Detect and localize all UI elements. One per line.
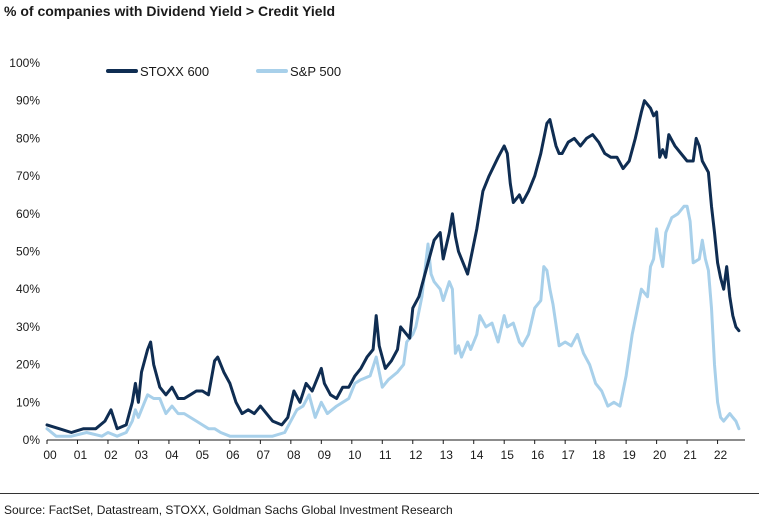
source-note: Source: FactSet, Datastream, STOXX, Gold…	[4, 503, 453, 517]
x-tick-label: 01	[74, 448, 88, 462]
line-chart: 0% 10% 20% 30% 40% 50% 60% 70% 80% 90% 100% 00 01 02 0…	[9, 56, 745, 462]
x-tick-label: 12	[409, 448, 423, 462]
x-tick-label: 22	[714, 448, 728, 462]
x-tick-label: 14	[470, 448, 484, 462]
y-tick-label: 0%	[23, 433, 41, 447]
y-tick-label: 70%	[16, 169, 40, 183]
x-tick-label: 03	[135, 448, 149, 462]
x-tick-label: 17	[561, 448, 575, 462]
legend-label: S&P 500	[290, 64, 341, 79]
y-tick-label: 40%	[16, 282, 40, 296]
x-tick-label: 07	[257, 448, 271, 462]
chart-title: % of companies with Dividend Yield > Cre…	[4, 3, 336, 19]
y-tick-label: 20%	[16, 358, 40, 372]
x-tick-label: 08	[287, 448, 301, 462]
y-tick-label: 50%	[16, 245, 40, 259]
footer-divider	[0, 493, 759, 494]
x-tick-label: 15	[501, 448, 515, 462]
series-lines	[45, 99, 741, 438]
x-tick-label: 06	[226, 448, 240, 462]
legend: STOXX 600 S&P 500	[106, 64, 341, 79]
y-tick-label: 100%	[9, 56, 40, 70]
y-tick-label: 80%	[16, 131, 40, 145]
y-tick-label: 30%	[16, 320, 40, 334]
series-line-stoxx-600	[45, 99, 741, 434]
legend-label: STOXX 600	[140, 64, 209, 79]
series-line-s-p-500	[45, 204, 741, 438]
x-tick-label: 02	[104, 448, 118, 462]
x-tick-label: 16	[531, 448, 545, 462]
x-tick-label: 19	[622, 448, 636, 462]
x-tick-label: 20	[653, 448, 667, 462]
y-tick-label: 10%	[16, 395, 40, 409]
x-tick-label: 05	[196, 448, 210, 462]
x-tick-label: 13	[440, 448, 454, 462]
x-tick-label: 21	[683, 448, 697, 462]
x-tick-label: 18	[592, 448, 606, 462]
x-tick-label: 11	[379, 448, 392, 462]
x-tick-label: 10	[348, 448, 362, 462]
x-tick-label: 09	[318, 448, 332, 462]
axes: 0% 10% 20% 30% 40% 50% 60% 70% 80% 90% 100% 00 01 02 0…	[9, 56, 745, 462]
x-tick-label: 04	[165, 448, 179, 462]
x-tick-label: 00	[43, 448, 57, 462]
y-tick-label: 60%	[16, 207, 40, 221]
y-tick-label: 90%	[16, 94, 40, 108]
